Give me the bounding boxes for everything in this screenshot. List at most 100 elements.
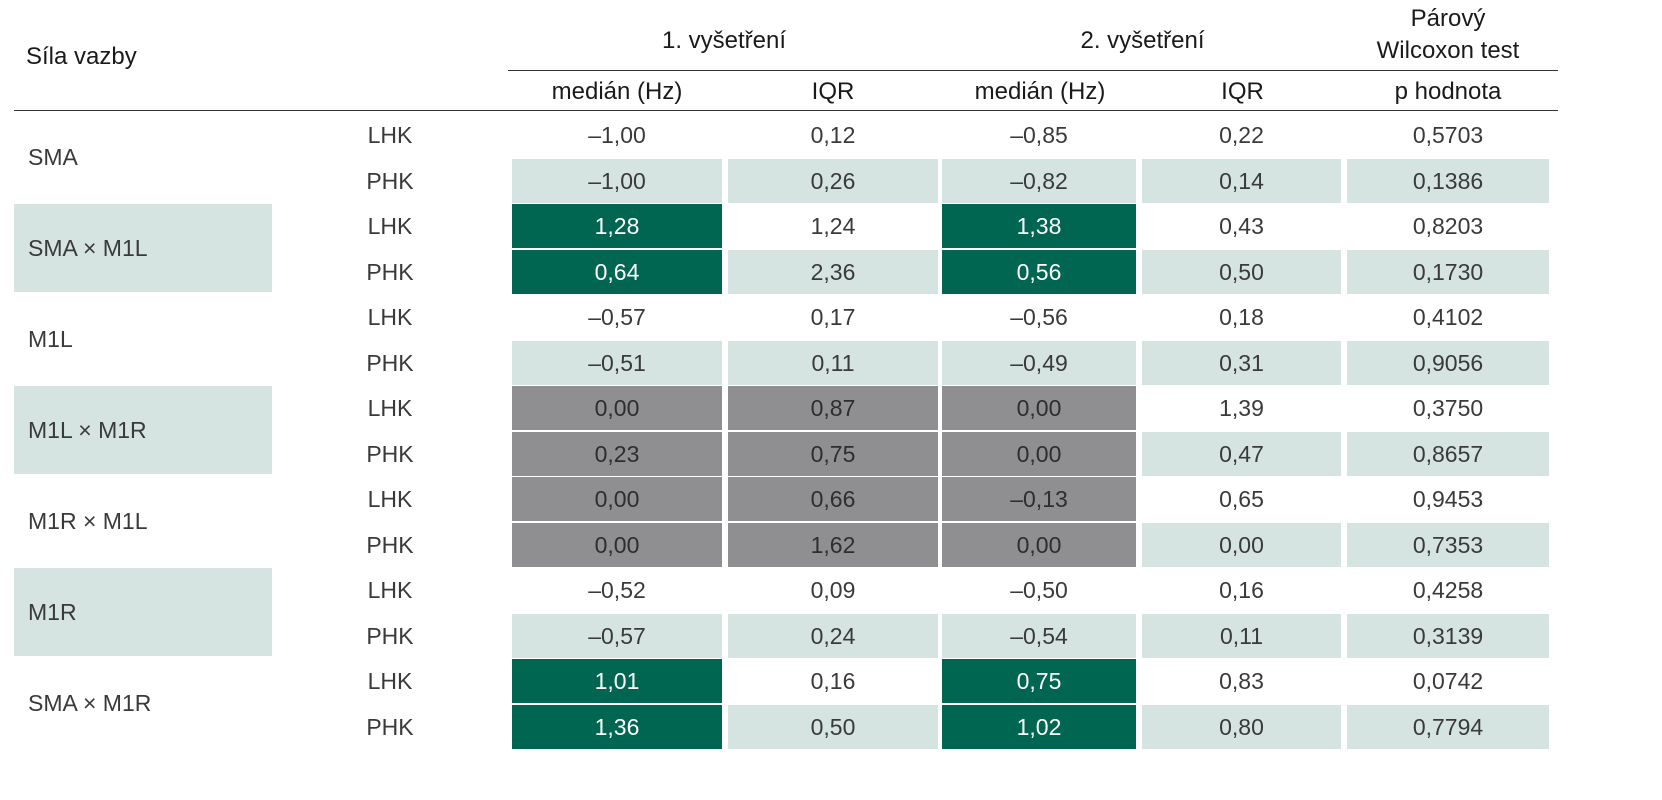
pvalue-cell: 0,4102 (1412, 304, 1484, 330)
pvalue-header: p hodnota (1394, 78, 1502, 105)
median1-cell: 1,01 (512, 659, 722, 703)
iqr2-cell: 0,11 (1142, 613, 1341, 658)
median2-header: medián (Hz) (974, 78, 1106, 105)
median2-cell: 0,00 (942, 522, 1136, 567)
group-label: M1R (14, 568, 272, 656)
median1-cell: –0,57 (512, 613, 722, 658)
iqr2-cell: 0,18 (1219, 304, 1264, 330)
side-cell: LHK (367, 577, 413, 603)
iqr1-cell: 0,16 (810, 668, 856, 694)
iqr2-cell: 0,22 (1219, 122, 1264, 148)
iqr2-cell: 1,39 (1219, 395, 1264, 421)
side-cell: PHK (366, 531, 414, 558)
iqr2-cell: 0,14 (1142, 158, 1341, 203)
exam2-header: 2. vyšetření (1080, 27, 1205, 54)
group-label: M1L (28, 326, 73, 352)
iqr1-header: IQR (811, 78, 855, 105)
group-label: M1L × M1R (14, 386, 272, 474)
side-cell: PHK (366, 258, 414, 285)
iqr1-cell: 0,24 (728, 613, 938, 658)
median1-cell: –0,51 (512, 340, 722, 385)
pvalue-cell: 0,3750 (1412, 395, 1484, 421)
side-cell: LHK (367, 122, 413, 148)
iqr2-cell: 0,47 (1142, 431, 1341, 476)
median2-cell: 1,38 (942, 204, 1136, 248)
side-cell: PHK (366, 349, 414, 376)
pvalue-cell: 0,9453 (1412, 486, 1484, 512)
median1-cell: 0,23 (512, 431, 722, 476)
median2-cell: –0,82 (942, 158, 1136, 203)
median2-cell: –0,13 (942, 477, 1136, 521)
pvalue-cell: 0,7353 (1347, 522, 1549, 567)
median1-cell: 0,64 (512, 249, 722, 294)
side-cell: PHK (366, 440, 414, 467)
iqr2-cell: 0,50 (1142, 249, 1341, 294)
iqr1-cell: 1,62 (728, 522, 938, 567)
pvalue-cell: 0,9056 (1347, 340, 1549, 385)
median2-cell: 0,56 (942, 249, 1136, 294)
median1-cell: 0,00 (512, 386, 722, 430)
median1-cell: 0,00 (512, 522, 722, 567)
pvalue-cell: 0,0742 (1412, 668, 1484, 694)
median1-header: medián (Hz) (551, 78, 683, 105)
side-cell: LHK (367, 668, 413, 694)
iqr1-cell: 0,50 (728, 704, 938, 749)
median1-cell: –0,52 (588, 577, 646, 603)
side-cell: LHK (367, 304, 413, 330)
median2-cell: –0,85 (1010, 122, 1068, 148)
median2-cell: 1,02 (942, 704, 1136, 749)
median1-cell: 0,00 (512, 477, 722, 521)
iqr2-cell: 0,65 (1219, 486, 1264, 512)
side-cell: LHK (367, 213, 413, 239)
pvalue-cell: 0,5703 (1412, 122, 1484, 148)
header-bottom-rule (14, 110, 1558, 111)
pvalue-cell: 0,1386 (1347, 158, 1549, 203)
median2-cell: 0,00 (942, 431, 1136, 476)
median2-cell: –0,56 (1010, 304, 1068, 330)
header-subrule (508, 70, 1558, 71)
iqr1-cell: 0,66 (728, 477, 938, 521)
median1-cell: –0,57 (588, 304, 646, 330)
iqr2-cell: 0,16 (1219, 577, 1264, 603)
median1-cell: –1,00 (588, 122, 646, 148)
iqr2-header: IQR (1221, 78, 1264, 105)
iqr1-cell: 0,11 (728, 340, 938, 385)
pvalue-cell: 0,4258 (1412, 577, 1484, 603)
iqr2-cell: 0,80 (1142, 704, 1341, 749)
group-label: SMA (28, 144, 78, 170)
iqr1-cell: 0,75 (728, 431, 938, 476)
median2-cell: 0,00 (942, 386, 1136, 430)
iqr1-cell: 1,24 (810, 213, 856, 239)
median2-cell: –0,49 (942, 340, 1136, 385)
iqr2-cell: 0,43 (1219, 213, 1264, 239)
pvalue-cell: 0,3139 (1347, 613, 1549, 658)
pvalue-cell: 0,8657 (1347, 431, 1549, 476)
iqr1-cell: 2,36 (728, 249, 938, 294)
side-cell: LHK (367, 486, 413, 512)
median2-cell: –0,50 (1010, 577, 1068, 603)
side-cell: PHK (366, 622, 414, 649)
group-label: SMA × M1R (28, 690, 152, 716)
wilcoxon-header-line2: Wilcoxon test (1376, 37, 1520, 64)
group-label: M1R × M1L (28, 508, 148, 534)
median1-cell: –1,00 (512, 158, 722, 203)
median1-cell: 1,36 (512, 704, 722, 749)
iqr1-cell: 0,17 (810, 304, 856, 330)
median2-cell: 0,75 (942, 659, 1136, 703)
row-header-title: Síla vazby (26, 43, 137, 70)
iqr2-cell: 0,31 (1142, 340, 1341, 385)
iqr2-cell: 0,00 (1142, 522, 1341, 567)
iqr1-cell: 0,12 (810, 122, 856, 148)
pvalue-cell: 0,8203 (1412, 213, 1484, 239)
median1-cell: 1,28 (512, 204, 722, 248)
pvalue-cell: 0,1730 (1347, 249, 1549, 294)
group-label: SMA × M1L (14, 204, 272, 292)
side-cell: PHK (366, 713, 414, 740)
iqr1-cell: 0,87 (728, 386, 938, 430)
iqr1-cell: 0,09 (810, 577, 856, 603)
wilcoxon-header-line1: Párový (1410, 5, 1486, 32)
iqr1-cell: 0,26 (728, 158, 938, 203)
pvalue-cell: 0,7794 (1347, 704, 1549, 749)
median2-cell: –0,54 (942, 613, 1136, 658)
iqr2-cell: 0,83 (1219, 668, 1264, 694)
